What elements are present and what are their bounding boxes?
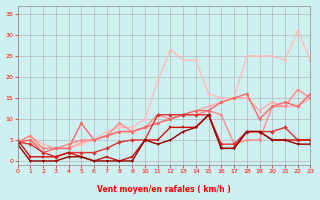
- X-axis label: Vent moyen/en rafales ( km/h ): Vent moyen/en rafales ( km/h ): [97, 185, 231, 194]
